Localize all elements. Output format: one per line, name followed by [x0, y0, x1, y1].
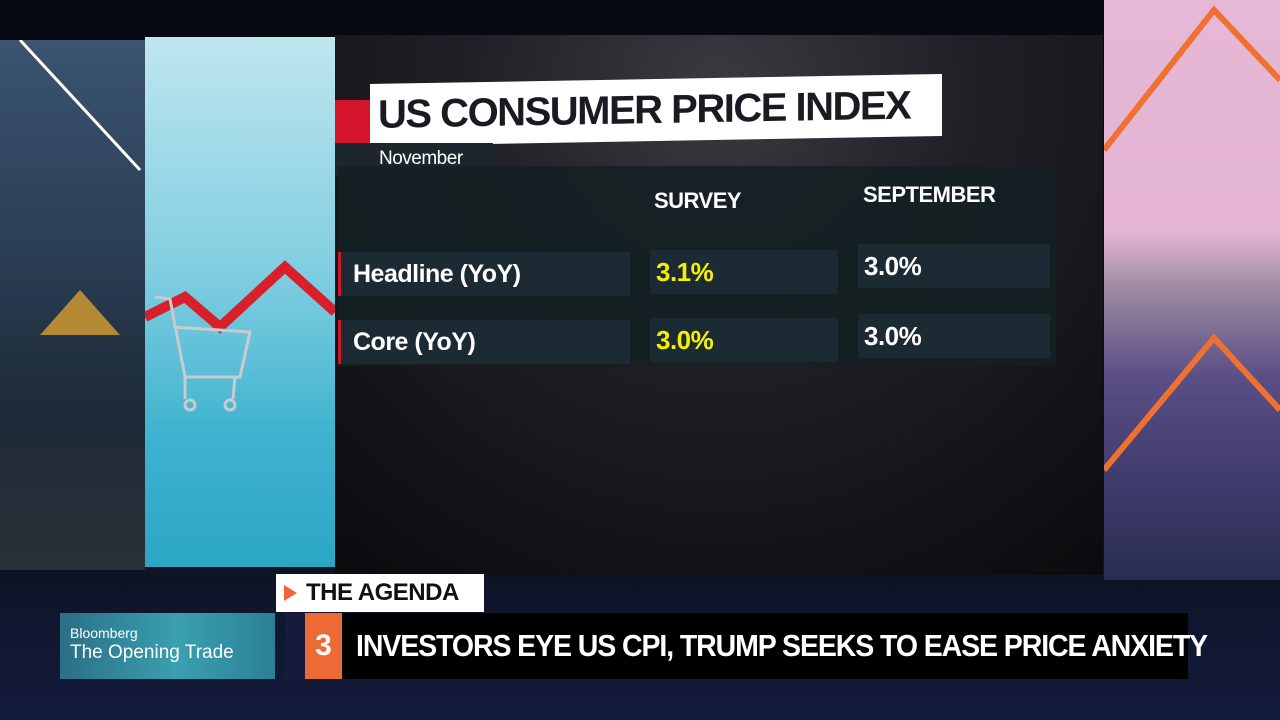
cpi-table: SURVEY SEPTEMBER Headline (YoY) 3.1% 3.0… — [338, 166, 1056, 366]
city-skyline-image — [0, 40, 145, 570]
core-september-value: 3.0% — [858, 314, 1050, 358]
dome-skyline-image — [1104, 0, 1280, 580]
core-survey-value: 3.0% — [650, 318, 838, 362]
headline-bar: INVESTORS EYE US CPI, TRUMP SEEKS TO EAS… — [342, 613, 1208, 679]
row-label-headline: Headline (YoY) — [338, 252, 630, 296]
headline-text: INVESTORS EYE US CPI, TRUMP SEEKS TO EAS… — [356, 628, 1208, 663]
graphic-subtitle-text: November — [379, 148, 463, 169]
shopping-cart-image — [145, 37, 335, 567]
show-logo: Bloomberg The Opening Trade — [60, 613, 275, 679]
title-accent-bar — [335, 100, 372, 144]
brand-name: Bloomberg — [70, 625, 138, 641]
column-header-september: SEPTEMBER — [863, 182, 996, 207]
graphic-title: US CONSUMER PRICE INDEX — [370, 74, 942, 146]
graphic-title-text: US CONSUMER PRICE INDEX — [378, 83, 911, 137]
segment-label: THE AGENDA — [276, 574, 484, 612]
row-label-core: Core (YoY) — [338, 320, 630, 364]
segment-label-text: THE AGENDA — [306, 579, 459, 606]
play-triangle-icon — [284, 585, 297, 601]
agenda-item-number: 3 — [305, 613, 342, 679]
column-header-survey: SURVEY — [654, 188, 742, 213]
lower-third-divider — [285, 613, 305, 679]
headline-survey-value: 3.1% — [650, 250, 838, 294]
headline-september-value: 3.0% — [858, 244, 1050, 288]
show-name: The Opening Trade — [70, 642, 234, 663]
